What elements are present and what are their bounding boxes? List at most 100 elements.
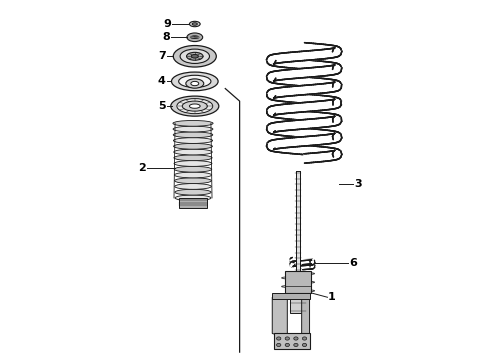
Polygon shape [298,261,299,266]
Polygon shape [280,104,283,114]
Polygon shape [277,105,280,114]
Polygon shape [330,80,333,89]
Polygon shape [278,139,280,148]
Polygon shape [290,59,293,68]
Polygon shape [270,140,274,149]
Polygon shape [333,131,336,141]
Polygon shape [278,57,280,67]
Polygon shape [332,80,335,89]
Polygon shape [326,66,329,76]
Polygon shape [273,91,276,100]
Polygon shape [305,94,308,104]
Polygon shape [294,258,295,263]
Polygon shape [297,69,300,78]
Polygon shape [320,95,323,105]
Polygon shape [316,118,319,128]
Polygon shape [269,142,274,150]
Polygon shape [286,93,289,102]
Polygon shape [308,259,309,264]
Polygon shape [295,261,296,266]
Polygon shape [272,89,275,98]
Polygon shape [267,125,276,132]
Polygon shape [321,152,323,162]
Ellipse shape [190,104,200,108]
Polygon shape [334,80,337,90]
Text: 2: 2 [138,163,146,173]
Polygon shape [297,262,298,267]
Polygon shape [309,263,310,268]
Polygon shape [307,263,308,268]
Polygon shape [308,153,311,163]
Polygon shape [311,264,313,269]
Polygon shape [270,91,274,100]
Polygon shape [330,45,333,55]
Polygon shape [311,153,314,163]
Polygon shape [308,60,311,69]
Polygon shape [333,80,336,89]
Polygon shape [286,58,289,68]
Polygon shape [302,293,310,338]
Text: 6: 6 [349,258,357,268]
Polygon shape [298,103,301,112]
Polygon shape [310,260,311,265]
Polygon shape [289,52,292,62]
Ellipse shape [173,138,213,143]
Polygon shape [333,117,342,124]
Polygon shape [332,99,335,109]
Polygon shape [270,108,274,117]
Polygon shape [309,112,312,121]
Polygon shape [292,261,294,266]
Polygon shape [330,62,333,72]
Polygon shape [269,141,274,149]
Polygon shape [278,143,281,152]
Polygon shape [299,258,300,264]
Polygon shape [277,126,279,135]
Polygon shape [274,74,276,83]
Polygon shape [295,262,296,267]
Polygon shape [297,261,298,266]
Polygon shape [294,262,295,267]
Polygon shape [282,126,284,136]
Polygon shape [311,260,312,264]
Polygon shape [331,63,334,72]
Polygon shape [324,135,327,144]
Polygon shape [328,66,331,75]
Ellipse shape [173,121,213,126]
Polygon shape [334,82,337,91]
Polygon shape [324,147,327,157]
Polygon shape [302,265,303,270]
Polygon shape [267,109,275,113]
Polygon shape [293,262,294,267]
Polygon shape [303,77,306,86]
Polygon shape [273,108,276,117]
Polygon shape [319,84,322,93]
Polygon shape [273,125,276,135]
Polygon shape [285,127,288,136]
Polygon shape [274,54,277,63]
Polygon shape [267,143,276,148]
Polygon shape [277,75,280,84]
Polygon shape [316,101,319,111]
Polygon shape [270,89,274,98]
Polygon shape [271,73,275,83]
Polygon shape [304,128,307,138]
Polygon shape [333,65,342,72]
Polygon shape [323,49,325,59]
Polygon shape [272,140,275,149]
Polygon shape [297,262,298,267]
Polygon shape [289,127,292,136]
Polygon shape [272,72,275,81]
Polygon shape [277,54,279,63]
Polygon shape [298,258,299,264]
Polygon shape [335,99,339,108]
Polygon shape [326,117,328,127]
Polygon shape [297,137,300,147]
Polygon shape [334,132,340,141]
Polygon shape [306,153,309,163]
Polygon shape [267,143,276,149]
Polygon shape [294,262,295,267]
Polygon shape [273,54,276,64]
Polygon shape [325,96,328,105]
Polygon shape [335,63,338,72]
Polygon shape [301,261,302,266]
